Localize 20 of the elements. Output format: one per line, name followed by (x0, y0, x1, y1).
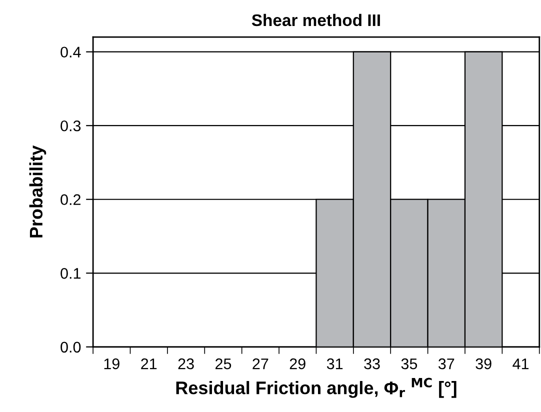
x-tick-label: 39 (476, 358, 492, 370)
x-tick-label: 21 (141, 358, 157, 370)
y-axis-title: Probability (29, 145, 46, 238)
x-tick-label: 27 (252, 358, 268, 370)
y-tick-label: 0.0 (60, 342, 81, 353)
x-tick-label: 37 (438, 358, 454, 370)
x-tick-label: 19 (104, 358, 120, 370)
x-tick-label: 35 (401, 358, 418, 370)
x-tick-label: 23 (178, 358, 194, 370)
x-tick-label: 41 (512, 358, 529, 370)
y-tick-label: 0.2 (60, 194, 80, 206)
y-tick-label: 0.3 (60, 120, 81, 132)
chart-title: Shear method III (252, 14, 380, 26)
x-tick-label: 33 (364, 358, 380, 370)
x-tick-label: 29 (290, 358, 306, 370)
y-tick-label: 0.4 (60, 46, 81, 58)
x-tick-label: 25 (216, 358, 232, 370)
x-axis-title: Residual Friction angle, Φ$_{r}$ $^{MC}$ [°] (176, 378, 456, 398)
x-tick-label: 31 (326, 358, 343, 370)
y-tick-label: 0.1 (60, 268, 81, 279)
